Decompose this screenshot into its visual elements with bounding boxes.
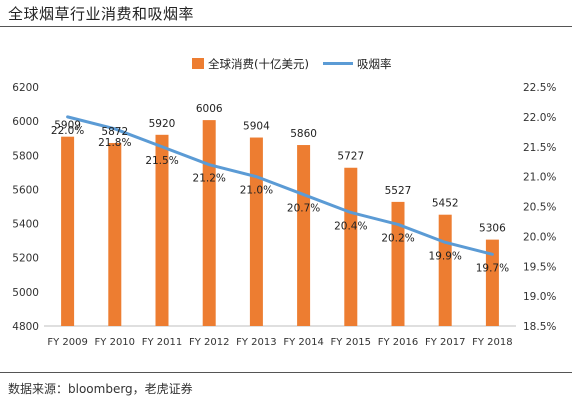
bar xyxy=(485,239,499,326)
bar-value-label: 6006 xyxy=(196,103,223,115)
bar-value-label: 5909 xyxy=(54,120,81,132)
line-value-label: 22.0% xyxy=(51,125,84,137)
chart-title: 全球烟草行业消费和吸烟率 xyxy=(8,5,195,23)
x-tick-label: FY 2016 xyxy=(378,337,419,348)
y-right-tick-label: 20.5% xyxy=(523,202,556,214)
line-value-label: 20.2% xyxy=(381,232,414,244)
line-path xyxy=(66,115,494,256)
bar-value-label: 5306 xyxy=(479,223,506,235)
x-tick-label: FY 2015 xyxy=(331,337,372,348)
footer-divider xyxy=(0,372,572,373)
data-labels: 5909 5872 5920 6006 5904 5860 5727 5527 5452 5306… xyxy=(51,103,509,274)
x-tick-label: FY 2014 xyxy=(283,337,324,348)
bar-value-label: 5727 xyxy=(337,151,364,163)
bar-value-label: 5920 xyxy=(149,118,176,130)
legend: 全球消费(十亿美元) 吸烟率 xyxy=(192,57,392,71)
y-right-tick-label: 21.0% xyxy=(523,172,556,184)
legend-bar-label: 全球消费(十亿美元) xyxy=(208,57,309,71)
bar xyxy=(249,137,263,326)
chart-svg: 全球消费(十亿美元) 吸烟率 4800 5000 5200 5400 5600 5800 6… xyxy=(12,57,556,348)
x-tick-label: FY 2013 xyxy=(236,337,277,348)
x-tick-label: FY 2011 xyxy=(142,337,183,348)
y-right-tick-label: 20.0% xyxy=(523,231,556,243)
bar-value-label: 5904 xyxy=(243,121,270,133)
bar xyxy=(344,167,358,326)
y-left-tick-label: 5400 xyxy=(12,219,39,231)
bar-value-label: 5452 xyxy=(432,198,459,210)
y-right-tick-label: 19.5% xyxy=(523,261,556,273)
bar xyxy=(438,214,452,326)
x-tick-label: FY 2010 xyxy=(95,337,136,348)
line-value-label: 19.7% xyxy=(476,262,509,274)
y-left-tick-label: 5600 xyxy=(12,184,39,196)
source-note: 数据来源：bloomberg，老虎证券 xyxy=(8,382,193,396)
line-value-label: 20.4% xyxy=(334,220,367,232)
y-left-tick-label: 5800 xyxy=(12,150,39,162)
axes: 4800 5000 5200 5400 5600 5800 6000 6200 18.5% 19.… xyxy=(12,82,556,348)
y-right-tick-label: 22.0% xyxy=(523,112,556,124)
x-tick-label: FY 2012 xyxy=(189,337,230,348)
y-right-tick-label: 22.5% xyxy=(523,82,556,94)
bar xyxy=(155,134,169,326)
y-left-tick-label: 6000 xyxy=(12,116,39,128)
y-right-tick-label: 21.5% xyxy=(523,142,556,154)
line-series xyxy=(66,115,494,256)
y-left-tick-label: 5000 xyxy=(12,287,39,299)
line-value-label: 20.7% xyxy=(287,203,320,215)
x-tick-label: FY 2018 xyxy=(472,337,513,348)
bar xyxy=(108,142,122,326)
line-value-label: 19.9% xyxy=(429,250,462,262)
line-value-label: 21.8% xyxy=(98,137,131,149)
y-left-tick-label: 5200 xyxy=(12,253,39,265)
y-left-tick-label: 4800 xyxy=(12,321,39,333)
bar-value-label: 5527 xyxy=(385,185,412,197)
bar xyxy=(202,120,216,327)
line-value-label: 21.5% xyxy=(145,155,178,167)
bar-series xyxy=(61,120,499,327)
bar xyxy=(391,201,405,326)
y-right-tick-label: 18.5% xyxy=(523,321,556,333)
x-tick-label: FY 2009 xyxy=(47,337,88,348)
bar xyxy=(297,145,311,326)
legend-line-label: 吸烟率 xyxy=(357,57,392,71)
line-value-label: 21.2% xyxy=(193,173,226,185)
y-left-tick-label: 6200 xyxy=(12,82,39,94)
x-tick-label: FY 2017 xyxy=(425,337,466,348)
y-right-tick-label: 19.0% xyxy=(523,291,556,303)
legend-bar-swatch xyxy=(192,58,204,69)
line-value-label: 21.0% xyxy=(240,185,273,197)
bar xyxy=(61,136,75,326)
title-divider xyxy=(0,26,572,27)
bar-value-label: 5860 xyxy=(290,128,317,140)
bar-value-label: 5872 xyxy=(101,126,128,138)
